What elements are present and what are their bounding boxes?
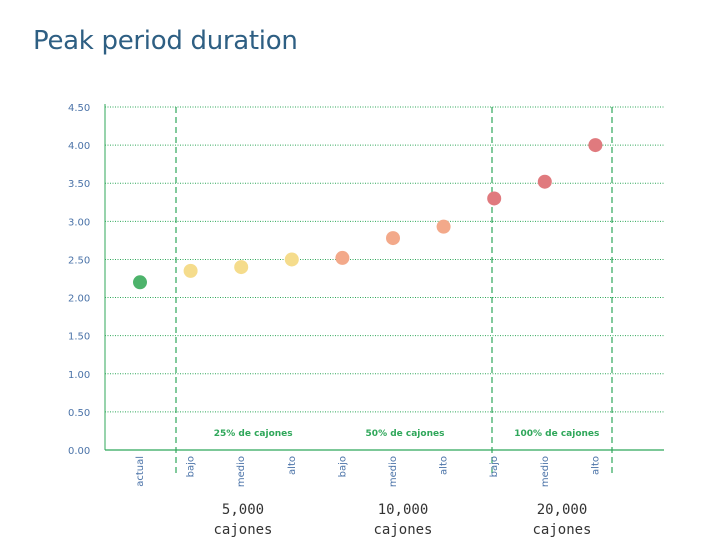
category-label: alto (287, 456, 298, 475)
data-point (335, 250, 350, 265)
data-point (537, 174, 552, 189)
bottom-label-value: 20,000 (536, 502, 588, 518)
category-label: bajo (337, 456, 348, 477)
group-label: 100% de cajones (514, 429, 599, 439)
data-point (234, 260, 249, 275)
data-point (133, 275, 147, 290)
category-label: alto (590, 456, 601, 475)
y-tick-label: 1.00 (68, 370, 90, 381)
data-point (487, 191, 502, 206)
category-label: bajo (186, 456, 197, 477)
bottom-label-5000: 5,000 cajones (183, 500, 303, 540)
category-label: alto (439, 456, 450, 475)
category-label: medio (236, 456, 247, 487)
y-tick-label: 0.50 (68, 408, 90, 419)
bottom-label-value: 10,000 (377, 502, 429, 518)
bottom-label-unit: cajones (532, 522, 592, 538)
category-label: medio (388, 456, 399, 487)
bottom-label-value: 5,000 (221, 502, 265, 518)
y-tick-label: 1.50 (68, 332, 90, 343)
group-label: 50% de cajones (366, 429, 445, 439)
bottom-label-unit: cajones (213, 522, 273, 538)
y-tick-label: 3.00 (68, 217, 90, 228)
data-point (284, 252, 299, 267)
y-tick-label: 2.50 (68, 255, 90, 266)
data-point (183, 263, 198, 278)
y-tick-label: 3.50 (68, 179, 90, 190)
category-label: actual (135, 456, 146, 487)
y-tick-label: 4.50 (68, 103, 90, 114)
bottom-label-unit: cajones (373, 522, 433, 538)
data-point (588, 138, 603, 153)
page-title: Peak period duration (33, 26, 298, 56)
data-point (386, 231, 400, 246)
group-label: 25% de cajones (214, 429, 293, 439)
y-tick-label: 0.00 (68, 446, 90, 457)
category-label: bajo (489, 456, 500, 477)
y-tick-label: 4.00 (68, 141, 90, 152)
category-label: medio (540, 456, 551, 487)
bottom-label-10000: 10,000 cajones (343, 500, 463, 540)
y-tick-label: 2.00 (68, 294, 90, 305)
data-point (436, 219, 451, 234)
bottom-label-20000: 20,000 cajones (502, 500, 622, 540)
